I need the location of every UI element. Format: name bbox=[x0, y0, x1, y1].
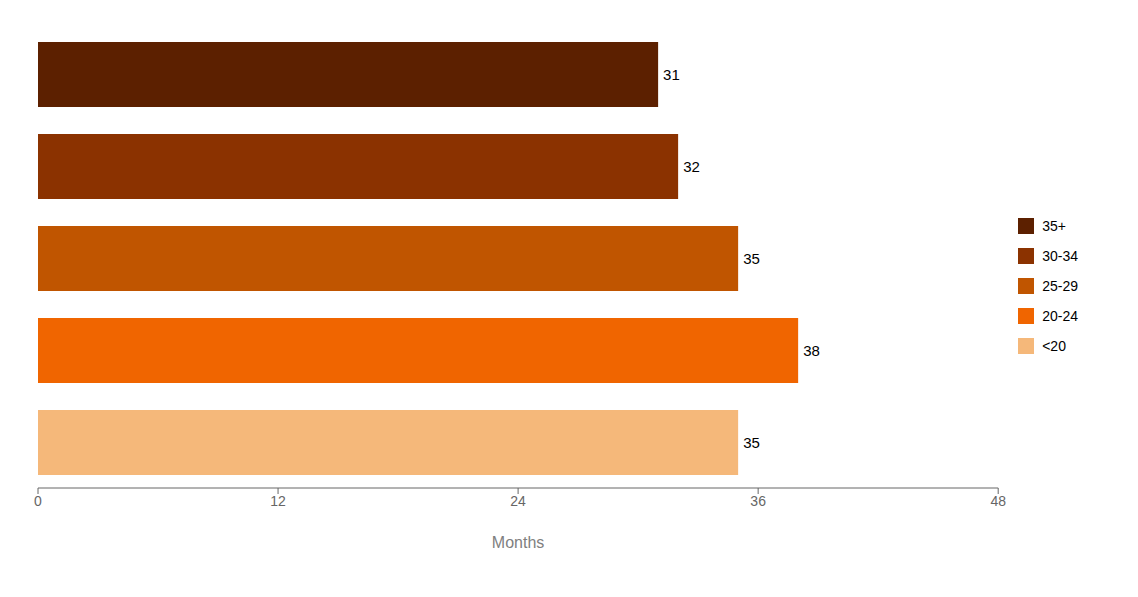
html-text:35+: 35+ bbox=[1042, 218, 1066, 234]
svg-text:35: 35 bbox=[743, 434, 760, 451]
svg-text:0: 0 bbox=[34, 493, 42, 509]
svg-text:38: 38 bbox=[803, 342, 820, 359]
html-text:25-29: 25-29 bbox=[1042, 278, 1078, 294]
svg-text:35: 35 bbox=[743, 250, 760, 267]
svg-text:Months: Months bbox=[492, 534, 544, 551]
svg-text:12: 12 bbox=[270, 493, 286, 509]
svg-text:31: 31 bbox=[663, 66, 680, 83]
html-text:30-34: 30-34 bbox=[1042, 248, 1078, 264]
html-text:20-24: 20-24 bbox=[1042, 308, 1078, 324]
html-text:<20: <20 bbox=[1042, 338, 1066, 354]
svg-text:36: 36 bbox=[750, 493, 766, 509]
svg-text:48: 48 bbox=[990, 493, 1006, 509]
svg-text:32: 32 bbox=[683, 158, 700, 175]
svg-text:24: 24 bbox=[510, 493, 526, 509]
